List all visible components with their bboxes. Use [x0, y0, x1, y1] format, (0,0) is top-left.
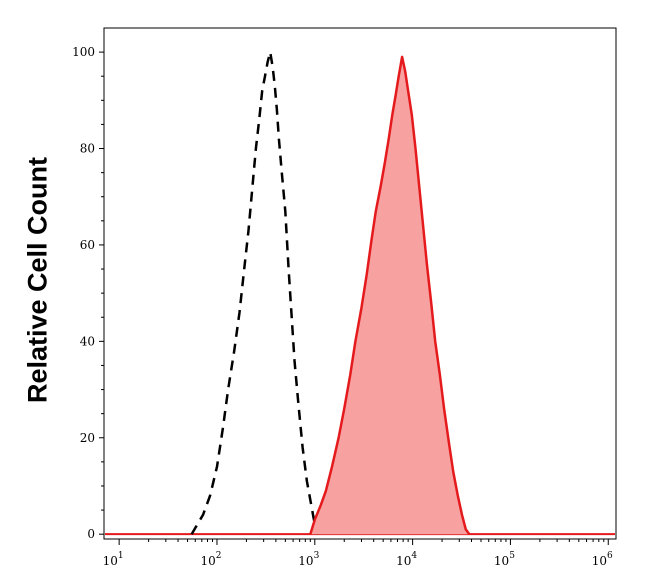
series-1-fill — [310, 56, 470, 535]
y-axis-label: Relative Cell Count — [22, 156, 53, 404]
x-tick-label: 102 — [200, 551, 221, 568]
x-tick-label: 105 — [494, 551, 515, 568]
y-tick-label: 80 — [80, 142, 95, 156]
y-tick-label: 40 — [80, 334, 95, 348]
y-tick-label: 20 — [80, 431, 95, 445]
series-1-line — [309, 55, 471, 535]
plot-frame — [103, 27, 617, 540]
x-tick-label: 101 — [103, 551, 124, 568]
y-tick-label: 0 — [87, 527, 95, 541]
x-tick-label: 106 — [592, 551, 613, 568]
series-0-line — [190, 50, 320, 535]
y-tick-label: 100 — [72, 45, 95, 59]
y-tick-label: 60 — [80, 238, 95, 252]
x-tick-label: 103 — [298, 551, 319, 568]
x-tick-label: 104 — [396, 551, 417, 568]
